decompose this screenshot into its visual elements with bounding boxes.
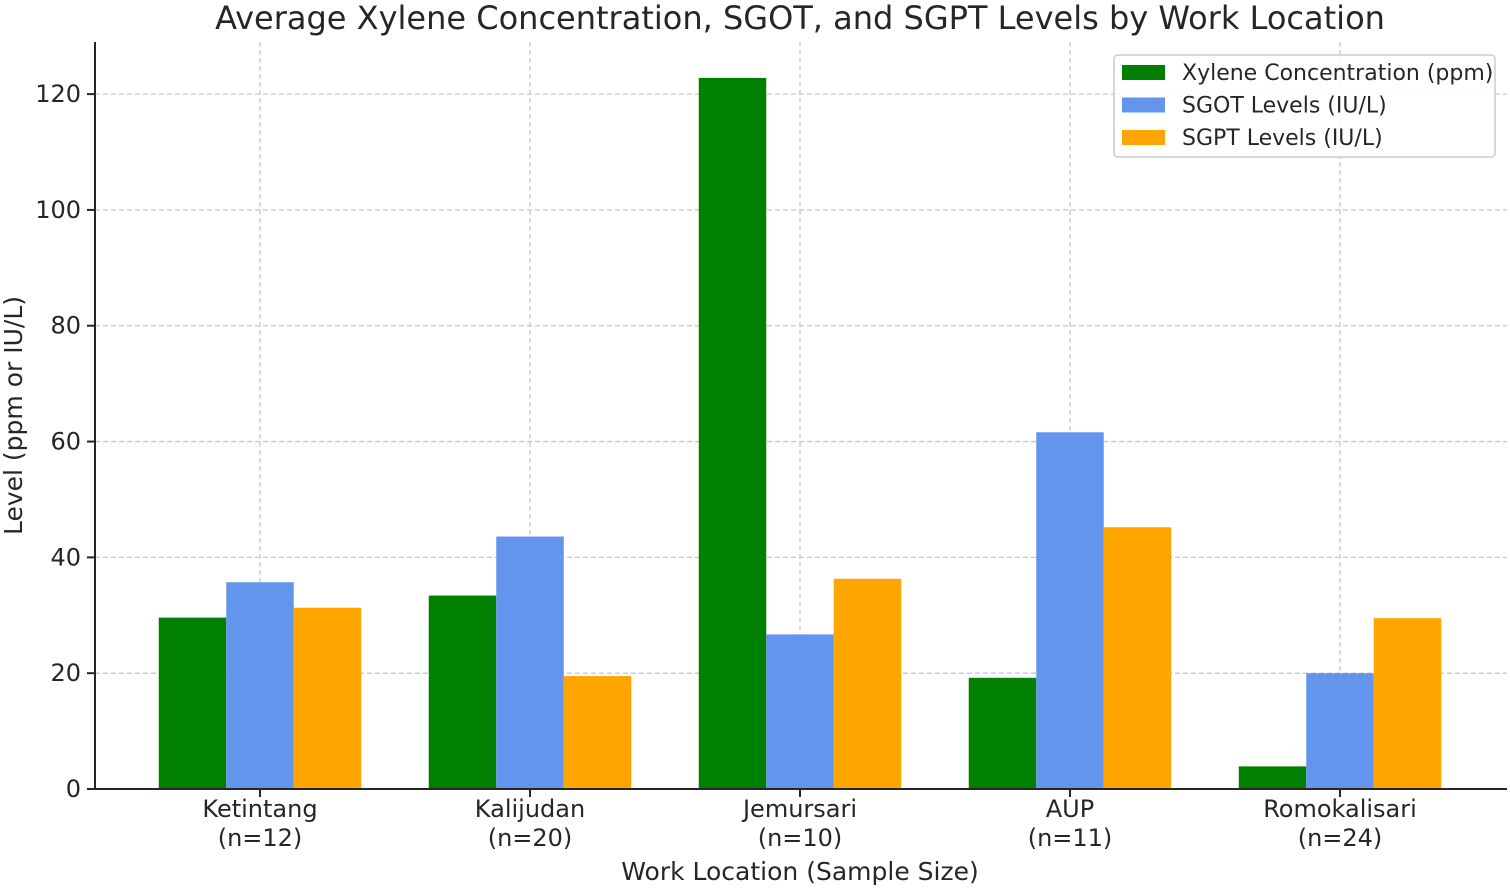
legend-label: SGPT Levels (IU/L) — [1182, 126, 1383, 151]
bar-xylene-3 — [968, 677, 1037, 789]
chart-title: Average Xylene Concentration, SGOT, and … — [215, 0, 1385, 37]
bar-sgpt-2 — [833, 578, 902, 789]
x-tick-label: AUP — [1046, 795, 1094, 823]
x-axis-label: Work Location (Sample Size) — [621, 857, 978, 886]
bar-sgpt-1 — [563, 676, 632, 789]
y-tick-label: 100 — [35, 196, 81, 224]
bar-xylene-2 — [698, 77, 767, 789]
x-tick-sample-size: (n=11) — [1028, 824, 1113, 852]
y-tick-label: 20 — [50, 659, 81, 687]
legend-label: Xylene Concentration (ppm) — [1182, 61, 1493, 86]
bar-xylene-4 — [1238, 766, 1307, 789]
bar-xylene-0 — [158, 617, 227, 789]
y-tick-label: 40 — [50, 543, 81, 571]
bar-sgpt-4 — [1373, 618, 1442, 789]
grid — [95, 42, 1507, 789]
x-tick-sample-size: (n=20) — [488, 824, 573, 852]
x-tick-sample-size: (n=12) — [218, 824, 303, 852]
x-tick-label: Jemursari — [741, 795, 857, 823]
y-tick-label: 80 — [50, 312, 81, 340]
bar-sgot-0 — [226, 582, 294, 789]
bar-sgpt-3 — [1103, 527, 1172, 789]
bar-sgot-4 — [1306, 673, 1374, 789]
y-tick-label: 120 — [35, 80, 81, 108]
bar-sgot-2 — [766, 634, 834, 789]
legend-label: SGOT Levels (IU/L) — [1182, 94, 1387, 119]
y-axis-label: Level (ppm or IU/L) — [0, 296, 28, 535]
x-tick-sample-size: (n=24) — [1298, 824, 1383, 852]
bar-sgot-3 — [1036, 432, 1104, 789]
legend-box — [1113, 54, 1496, 158]
legend-swatch — [1122, 65, 1165, 80]
bar-sgpt-0 — [293, 607, 362, 789]
legend-swatch — [1122, 97, 1165, 113]
x-tick-label: Kalijudan — [475, 795, 585, 823]
x-axis-ticks: Ketintang(n=12)Kalijudan(n=20)Jemursari(… — [202, 789, 1417, 852]
y-tick-label: 0 — [66, 775, 81, 803]
x-tick-label: Romokalisari — [1263, 795, 1417, 823]
x-tick-label: Ketintang — [202, 795, 317, 823]
y-axis-ticks: 0 20 40 60 80 100 120 — [35, 80, 95, 803]
bar-sgot-1 — [496, 536, 564, 789]
legend-swatch — [1122, 130, 1165, 145]
legend: Xylene Concentration (ppm) SGOT Levels (I… — [1113, 54, 1496, 158]
bar-xylene-1 — [428, 595, 497, 789]
bars — [158, 77, 1442, 789]
y-tick-label: 60 — [50, 428, 81, 456]
x-tick-sample-size: (n=10) — [758, 824, 843, 852]
